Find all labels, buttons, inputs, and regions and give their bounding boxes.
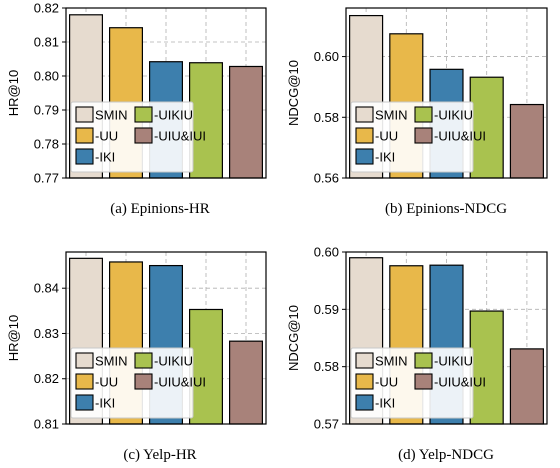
plot-frame xyxy=(345,251,548,425)
bar-uikiu xyxy=(469,76,504,179)
chart-panel-3: 0.81 0.82 0.83 0.84 HR@10 SMIN -UIKIU -UU -UIU&I… xyxy=(6,251,267,463)
plot-frame xyxy=(345,7,548,179)
legend-swatch-smin xyxy=(355,352,374,369)
bar-uikiu xyxy=(469,310,504,425)
legend-label: -UIU&IUI xyxy=(154,129,206,144)
legend-swatch-uiuiui xyxy=(414,373,433,390)
bar-uiuiui xyxy=(509,103,544,179)
y-tick-label: 0.77 xyxy=(34,171,59,186)
bar-uiuiui xyxy=(229,65,264,179)
legend-swatch-uikiu xyxy=(414,352,433,369)
y-tick-label: 0.59 xyxy=(314,302,339,317)
y-tick-label: 0.81 xyxy=(34,417,59,432)
legend-swatch-smin xyxy=(355,106,374,123)
legend-swatch-uiuiui xyxy=(134,127,153,144)
legend-label: -UU xyxy=(95,375,118,390)
legend-label: -UIU&IUI xyxy=(434,129,486,144)
legend-swatch-iki xyxy=(355,148,374,165)
subfigure-caption: (b) Epinions-NDCG xyxy=(385,201,507,217)
legend-swatch-iki xyxy=(75,148,94,165)
bar-uikiu xyxy=(189,62,224,179)
chart-panel-1: 0.77 0.78 0.79 0.80 0.81 0.82 HR@10 SMIN -UIKIU -… xyxy=(6,1,267,217)
y-axis-label: HR@10 xyxy=(6,70,21,116)
y-axis-label: HR@10 xyxy=(6,315,21,361)
legend-label: -UIKIU xyxy=(154,108,193,123)
y-tick-label: 0.83 xyxy=(34,326,59,341)
bar-uikiu xyxy=(189,308,224,425)
legend: SMIN -UIKIU -UU -UIU&IUI -IKI xyxy=(350,347,486,419)
legend-label: -UU xyxy=(375,129,398,144)
legend-swatch-uu xyxy=(355,127,374,144)
subfigure-caption: (c) Yelp-HR xyxy=(123,447,196,463)
legend-label: -UU xyxy=(95,129,118,144)
legend-label: -UIKIU xyxy=(434,108,473,123)
legend-swatch-uikiu xyxy=(134,106,153,123)
legend-swatch-smin xyxy=(75,352,94,369)
legend-swatch-iki xyxy=(355,394,374,411)
legend: SMIN -UIKIU -UU -UIU&IUI -IKI xyxy=(70,101,206,173)
y-tick-label: 0.58 xyxy=(314,110,339,125)
legend-label: -UIKIU xyxy=(434,354,473,369)
y-axis-label: NDCG@10 xyxy=(286,60,301,126)
y-axis-label: NDCG@10 xyxy=(286,305,301,371)
legend: SMIN -UIKIU -UU -UIU&IUI -IKI xyxy=(350,101,486,173)
chart-panel-2: 0.56 0.58 0.60 NDCG@10 SMIN -UIKIU -UU -UIU&IUI… xyxy=(286,7,548,217)
y-tick-label: 0.82 xyxy=(34,1,59,16)
legend-swatch-uu xyxy=(75,127,94,144)
y-tick-label: 0.80 xyxy=(34,69,59,84)
legend-swatch-uiuiui xyxy=(134,373,153,390)
y-tick-label: 0.78 xyxy=(34,137,59,152)
legend: SMIN -UIKIU -UU -UIU&IUI -IKI xyxy=(70,347,206,419)
bar-uiuiui xyxy=(229,340,264,425)
y-tick-label: 0.56 xyxy=(314,171,339,186)
legend-box xyxy=(350,347,474,419)
legend-label: -UIU&IUI xyxy=(154,375,206,390)
legend-label: -IKI xyxy=(95,150,115,165)
y-tick-label: 0.57 xyxy=(314,417,339,432)
plot-frame xyxy=(65,7,267,179)
y-tick-label: 0.60 xyxy=(314,245,339,260)
bar-uiuiui xyxy=(509,348,544,425)
legend-swatch-uu xyxy=(355,373,374,390)
legend-box xyxy=(70,101,194,173)
legend-swatch-smin xyxy=(75,106,94,123)
legend-label: -UIU&IUI xyxy=(434,375,486,390)
chart-panel-4: 0.57 0.58 0.59 0.60 NDCG@10 SMIN -UIKIU -UU -UIU… xyxy=(286,245,548,463)
legend-label: SMIN xyxy=(375,354,408,369)
plot-frame xyxy=(65,251,267,425)
legend-label: -IKI xyxy=(375,150,395,165)
legend-label: -UU xyxy=(375,375,398,390)
y-tick-label: 0.79 xyxy=(34,103,59,118)
legend-label: -IKI xyxy=(375,396,395,411)
subfigure-caption: (a) Epinions-HR xyxy=(110,201,210,217)
y-tick-label: 0.58 xyxy=(314,359,339,374)
legend-label: -IKI xyxy=(95,396,115,411)
legend-swatch-uikiu xyxy=(414,106,433,123)
legend-swatch-iki xyxy=(75,394,94,411)
y-tick-label: 0.81 xyxy=(34,35,59,50)
legend-label: SMIN xyxy=(95,108,128,123)
legend-label: SMIN xyxy=(375,108,408,123)
legend-box xyxy=(70,347,194,419)
legend-swatch-uikiu xyxy=(134,352,153,369)
y-tick-label: 0.82 xyxy=(34,371,59,386)
legend-swatch-uu xyxy=(75,373,94,390)
legend-box xyxy=(350,101,474,173)
y-tick-label: 0.84 xyxy=(34,281,59,296)
subfigure-caption: (d) Yelp-NDCG xyxy=(398,447,494,463)
legend-label: SMIN xyxy=(95,354,128,369)
y-tick-label: 0.60 xyxy=(314,49,339,64)
legend-swatch-uiuiui xyxy=(414,127,433,144)
legend-label: -UIKIU xyxy=(154,354,193,369)
